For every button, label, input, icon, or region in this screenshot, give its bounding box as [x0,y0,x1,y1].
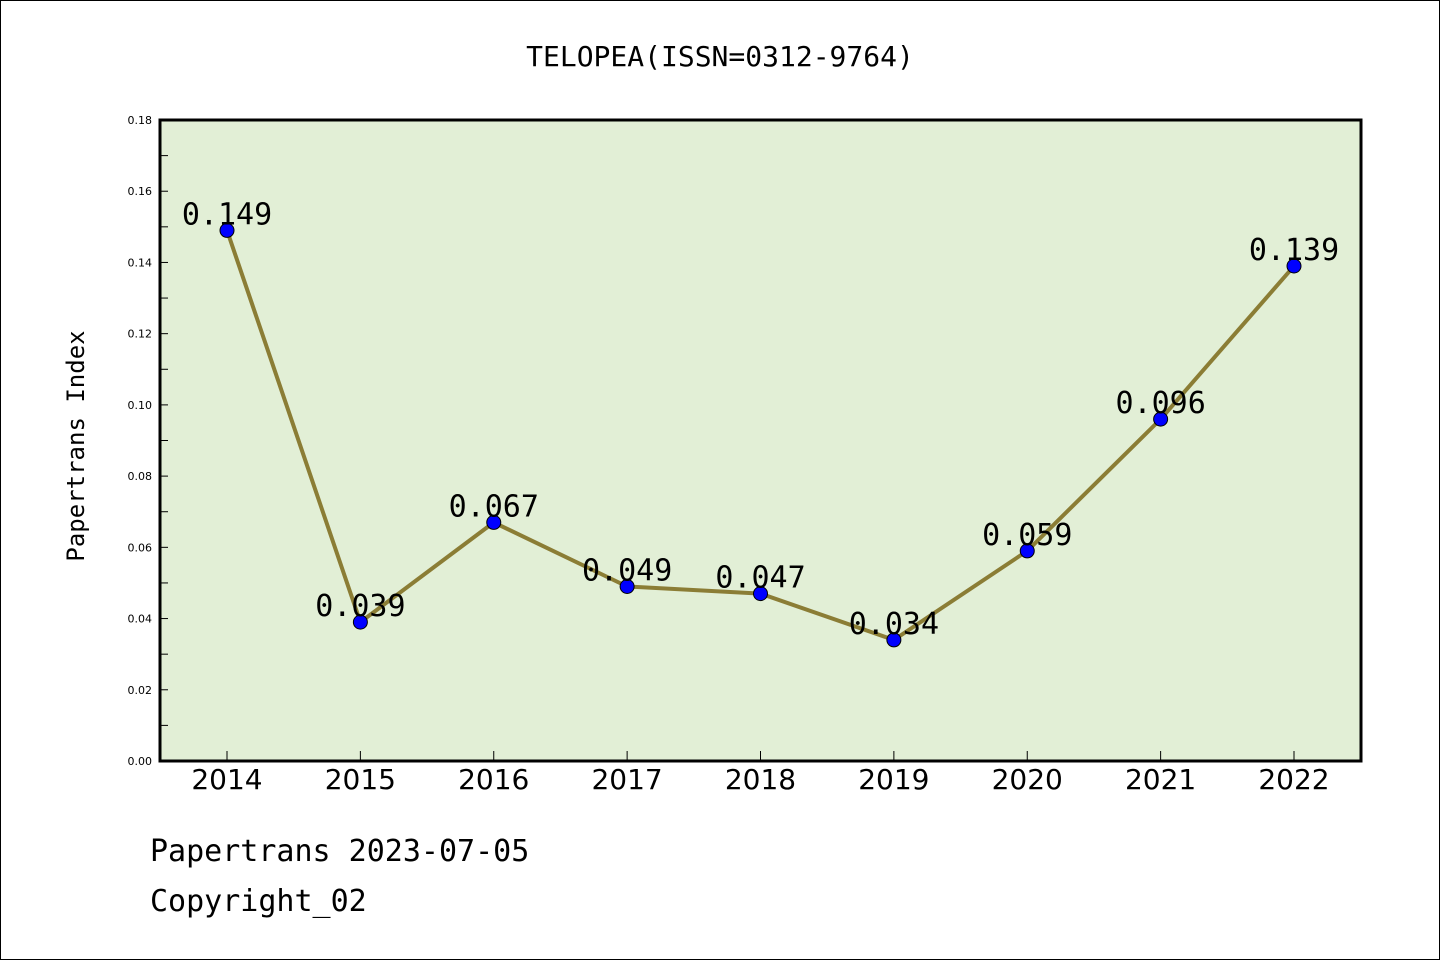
y-tick-label: 0.18 [128,114,153,127]
data-point [486,514,502,530]
data-label: 0.059 [982,518,1072,553]
y-tick-label: 0.14 [128,256,153,269]
data-label: 0.039 [315,589,405,624]
x-tick-label: 2022 [1258,763,1329,796]
x-tick-label: 2021 [1125,763,1196,796]
y-tick-label: 0.08 [128,470,153,483]
data-label: 0.047 [715,561,805,596]
plot-border [158,118,1363,763]
data-point [1286,258,1302,274]
data-point [1019,543,1035,559]
x-tick-label: 2015 [325,763,396,796]
series-group [219,222,1302,648]
data-point [753,586,768,602]
chart-title: TELOPEA(ISSN=0312-9764) [526,40,914,73]
y-tick-label: 0.04 [128,613,153,626]
x-tick-label: 2014 [191,763,262,796]
y-tick-label: 0.06 [128,541,153,554]
x-tick-label: 2020 [992,763,1063,796]
y-tick-label: 0.00 [128,755,153,768]
data-point [619,579,635,595]
y-tick-label: 0.16 [128,185,153,198]
data-label: 0.034 [849,607,939,642]
data-label: 0.149 [182,197,272,232]
data-labels: 0.149 0.039 0.067 0.049 0.047 0.034 0.059 0.096… [182,197,1339,642]
data-label: 0.096 [1115,386,1205,421]
x-tick-label: 2016 [458,763,529,796]
y-tick-label: 0.10 [128,399,153,412]
y-axis-label: Papertrans Index [62,330,90,561]
data-label: 0.139 [1249,233,1339,268]
data-point [886,632,902,648]
x-axis: 2014 2015 2016 2017 2018 2019 2020 2021 2022 [191,751,1330,796]
data-point [1153,411,1169,427]
data-label: 0.067 [449,489,539,524]
x-tick-label: 2017 [591,763,662,796]
footer-copyright: Copyright_02 [150,884,367,919]
data-label: 0.049 [582,554,672,589]
y-tick-label: 0.02 [128,684,153,697]
plot-area [160,120,1361,761]
data-point [219,222,235,238]
x-tick-label: 2019 [858,763,929,796]
y-tick-label: 0.12 [128,328,153,341]
x-tick-label: 2018 [725,763,796,796]
data-point [352,614,368,630]
footer-date: Papertrans 2023-07-05 [150,834,530,869]
